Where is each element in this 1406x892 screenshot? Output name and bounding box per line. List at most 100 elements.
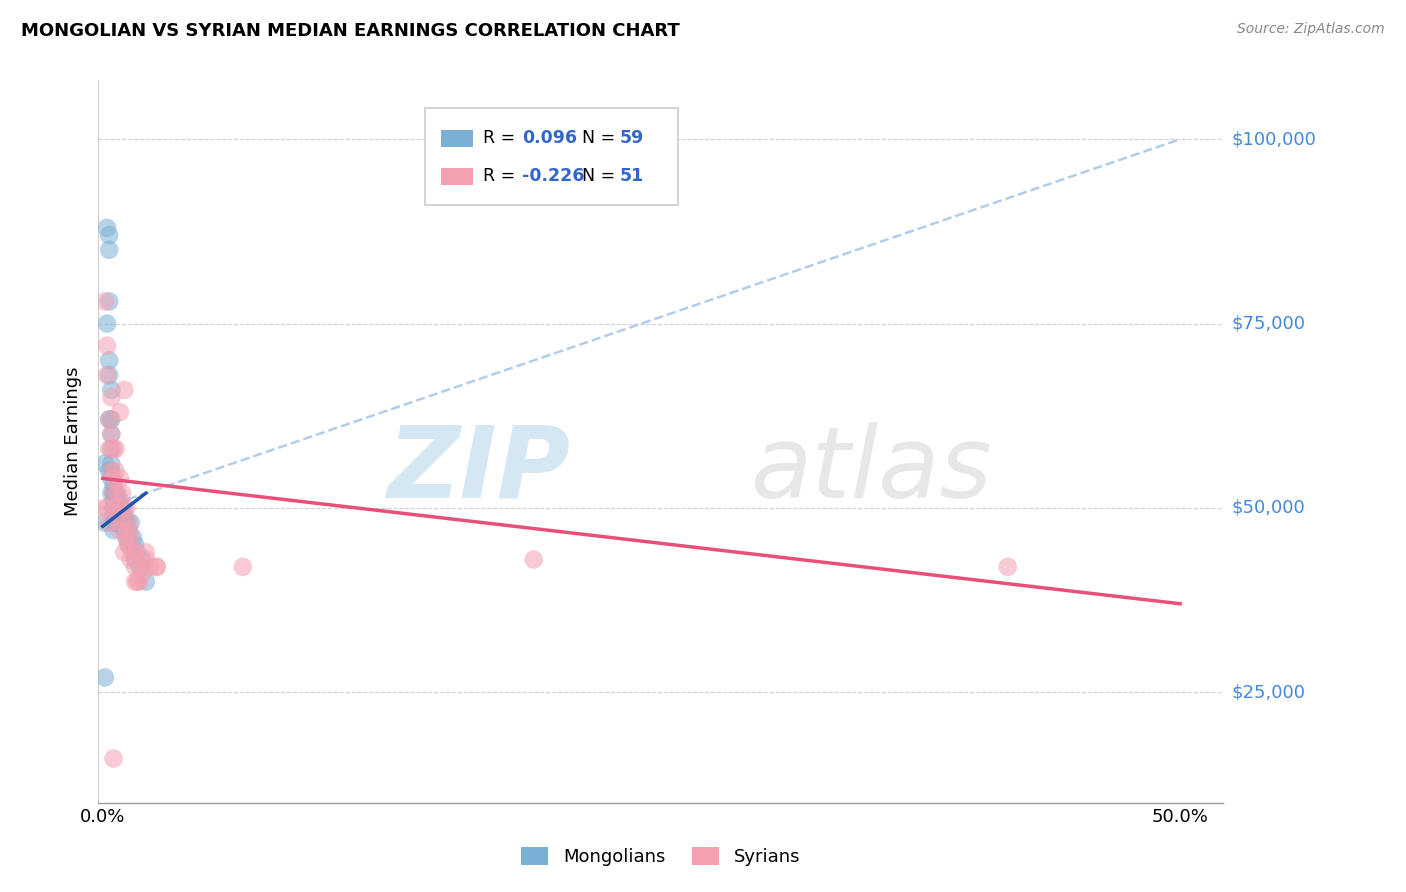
Text: N =: N = [582, 168, 621, 186]
Point [107, 500, 129, 515]
Point [120, 516, 142, 530]
Point [100, 427, 122, 442]
Point [104, 508, 127, 523]
Point [117, 523, 139, 537]
Point [103, 523, 125, 537]
Point [98, 412, 121, 426]
Point [112, 508, 135, 523]
Point [111, 486, 134, 500]
Point [104, 493, 127, 508]
FancyBboxPatch shape [441, 129, 472, 147]
Point [103, 471, 125, 485]
Text: N =: N = [582, 129, 621, 147]
Point [108, 405, 131, 419]
Point [100, 390, 122, 404]
Point [117, 523, 139, 537]
Point [100, 383, 122, 397]
Point [115, 530, 138, 544]
Point [108, 471, 131, 485]
Point [124, 574, 146, 589]
Point [127, 545, 149, 559]
Point [104, 500, 127, 515]
Point [103, 508, 125, 523]
Point [128, 574, 150, 589]
Point [104, 500, 127, 515]
Point [100, 464, 122, 478]
Point [98, 442, 121, 456]
Text: $100,000: $100,000 [1232, 130, 1316, 148]
Text: R =: R = [484, 129, 520, 147]
Point [100, 464, 122, 478]
FancyBboxPatch shape [425, 108, 678, 205]
Point [96, 220, 118, 235]
Point [111, 500, 134, 515]
Point [112, 516, 135, 530]
FancyBboxPatch shape [441, 168, 472, 185]
Point [103, 479, 125, 493]
Point [124, 545, 146, 559]
Text: ZIP: ZIP [388, 422, 571, 519]
Point [104, 464, 127, 478]
Point [94, 670, 117, 684]
Point [96, 500, 118, 515]
Point [135, 552, 157, 566]
Point [104, 486, 127, 500]
Point [98, 368, 121, 383]
Point [111, 516, 134, 530]
Point [107, 500, 129, 515]
Point [108, 523, 131, 537]
Text: $50,000: $50,000 [1232, 499, 1305, 516]
Point [128, 560, 150, 574]
Point [103, 442, 125, 456]
Point [108, 516, 131, 530]
Point [108, 493, 131, 508]
Point [107, 516, 129, 530]
Point [124, 538, 146, 552]
Point [103, 500, 125, 515]
Point [135, 545, 157, 559]
Point [98, 353, 121, 368]
Text: 59: 59 [619, 129, 644, 147]
Point [96, 368, 118, 383]
Point [100, 427, 122, 442]
Point [122, 545, 145, 559]
Point [96, 339, 118, 353]
Point [523, 552, 546, 566]
Point [103, 751, 125, 765]
Text: atlas: atlas [751, 422, 993, 519]
Text: 51: 51 [619, 168, 644, 186]
Point [117, 538, 139, 552]
Point [94, 500, 117, 515]
Point [232, 560, 254, 574]
Point [108, 500, 131, 515]
Point [98, 243, 121, 257]
Point [997, 560, 1019, 574]
Text: $25,000: $25,000 [1232, 683, 1306, 701]
Point [104, 442, 127, 456]
Point [100, 442, 122, 456]
Text: -0.226: -0.226 [523, 168, 585, 186]
Point [104, 486, 127, 500]
Text: MONGOLIAN VS SYRIAN MEDIAN EARNINGS CORRELATION CHART: MONGOLIAN VS SYRIAN MEDIAN EARNINGS CORR… [21, 22, 681, 40]
Point [103, 516, 125, 530]
Y-axis label: Median Earnings: Median Earnings [65, 367, 83, 516]
Point [107, 508, 129, 523]
Point [94, 516, 117, 530]
Point [107, 486, 129, 500]
Point [131, 567, 153, 582]
Legend: Mongolians, Syrians: Mongolians, Syrians [515, 839, 807, 873]
Point [145, 560, 167, 574]
Point [104, 516, 127, 530]
Point [115, 530, 138, 544]
Point [112, 523, 135, 537]
Point [124, 560, 146, 574]
Point [135, 574, 157, 589]
Point [139, 560, 162, 574]
Point [112, 500, 135, 515]
Point [122, 530, 145, 544]
Point [112, 383, 135, 397]
Text: R =: R = [484, 168, 520, 186]
Point [131, 560, 153, 574]
Point [115, 516, 138, 530]
Point [117, 538, 139, 552]
